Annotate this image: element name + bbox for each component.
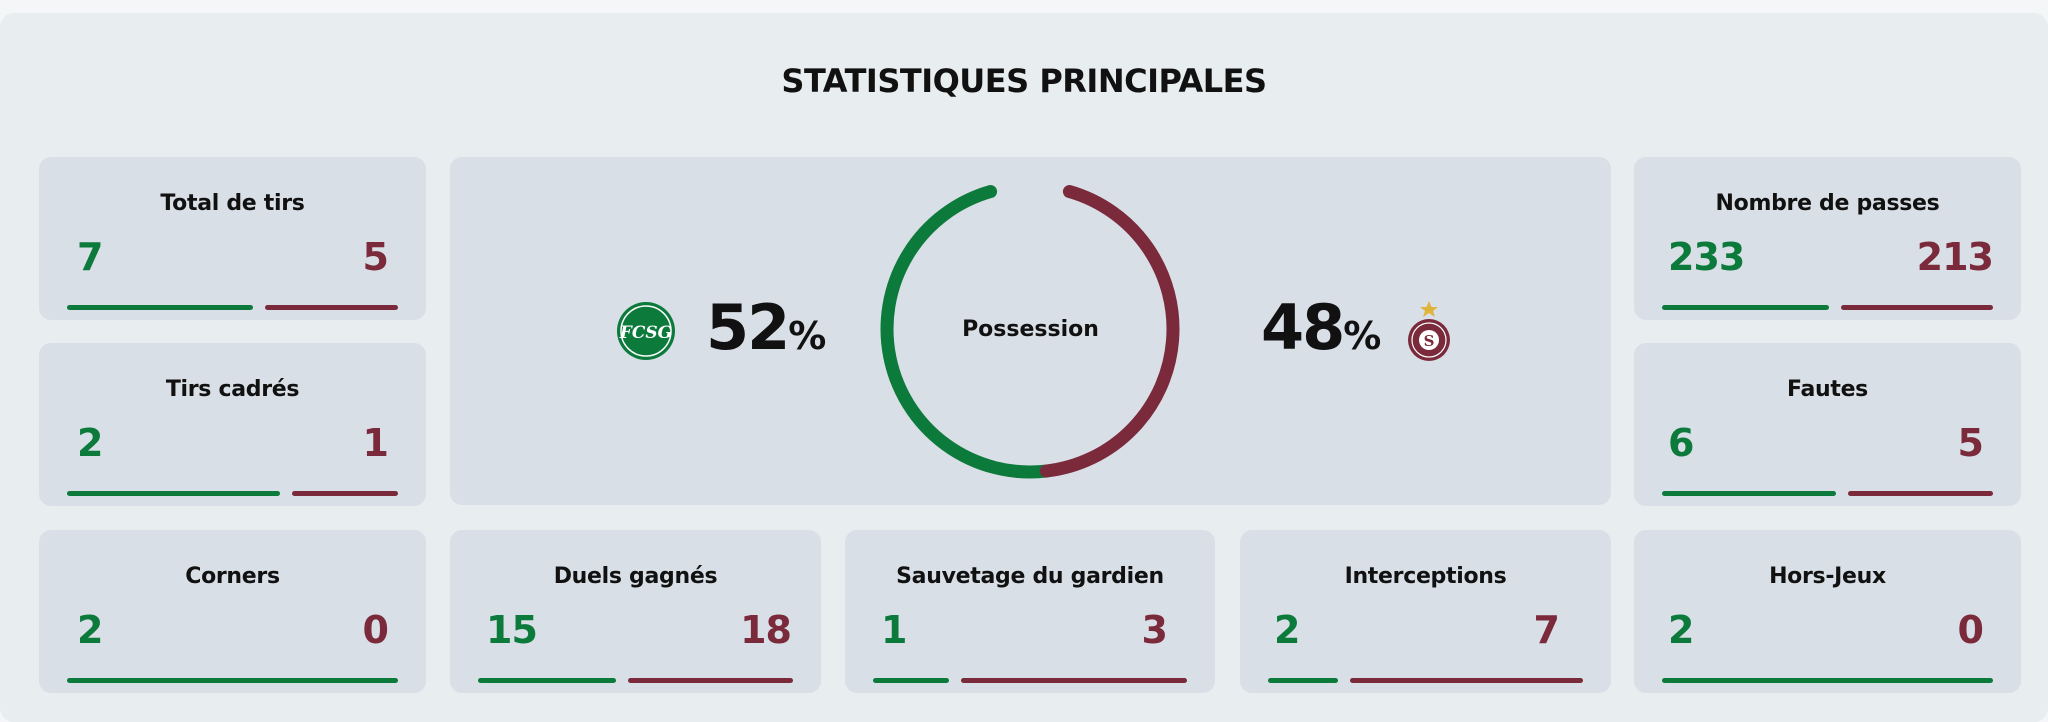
home-possession: 52% (706, 297, 826, 359)
away-bar (627, 678, 793, 683)
home-bar (1662, 491, 1836, 496)
away-value: 0 (1957, 608, 1984, 652)
stat-label: Sauvetage du gardien (896, 564, 1164, 589)
percent-sign: % (1343, 314, 1382, 358)
stat-label: Hors-Jeux (1769, 564, 1886, 589)
home-value: 1 (881, 608, 907, 652)
percent-sign: % (788, 314, 827, 358)
possession-card: FCSG 52% Possession 48% S (450, 157, 1611, 505)
home-value: 233 (1668, 235, 1745, 279)
stat-card-goalkeeper-saves: Sauvetage du gardien 1 3 (845, 530, 1215, 693)
away-value: 5 (362, 235, 389, 279)
away-value: 213 (1916, 235, 1994, 279)
away-possession-arc (1039, 185, 1180, 478)
away-logo-text: S (1424, 332, 1435, 350)
home-bar (1268, 678, 1338, 683)
home-possession-value: 52 (706, 291, 790, 364)
away-value: 1 (362, 421, 389, 465)
away-bar (1848, 491, 1993, 496)
possession-label: Possession (962, 317, 1099, 342)
home-possession-arc (880, 185, 1053, 479)
away-value: 7 (1533, 608, 1560, 652)
home-bar (1662, 305, 1829, 310)
away-bar (960, 678, 1187, 683)
away-possession-value: 48 (1261, 291, 1345, 364)
home-value: 2 (77, 608, 103, 652)
home-bar (1662, 678, 1993, 683)
away-possession: 48% (1261, 297, 1381, 359)
star-icon (1420, 301, 1438, 317)
section-title: STATISTIQUES PRINCIPALES (781, 62, 1267, 100)
stat-card-offsides: Hors-Jeux 2 0 (1634, 530, 2021, 693)
away-value: 0 (362, 608, 389, 652)
home-value: 2 (1668, 608, 1694, 652)
stat-label: Fautes (1787, 377, 1868, 402)
stat-label: Duels gagnés (553, 564, 718, 589)
away-bar (265, 305, 398, 310)
stat-card-passes: Nombre de passes 233 213 (1634, 157, 2021, 320)
away-value: 3 (1141, 608, 1168, 652)
home-value: 2 (77, 421, 103, 465)
home-value: 6 (1668, 421, 1694, 465)
stat-card-fouls: Fautes 6 5 (1634, 343, 2021, 506)
home-bar (67, 491, 280, 496)
stat-label: Tirs cadrés (165, 377, 300, 402)
stat-card-corners: Corners 2 0 (39, 530, 426, 693)
stat-label: Interceptions (1344, 564, 1507, 589)
home-bar (67, 305, 254, 310)
away-value: 18 (740, 608, 792, 652)
away-bar (291, 491, 398, 496)
st-gallen-crest-icon: FCSG (617, 302, 675, 360)
home-bar (873, 678, 949, 683)
stat-label: Nombre de passes (1715, 191, 1940, 216)
stat-card-interceptions: Interceptions 2 7 (1240, 530, 1611, 693)
stat-card-total-shots: Total de tirs 7 5 (39, 157, 426, 320)
home-bar (67, 678, 398, 683)
servette-crest-icon: S (1408, 301, 1450, 361)
home-logo-text: FCSG (619, 323, 672, 343)
home-value: 2 (1274, 608, 1300, 652)
stat-label: Corners (185, 564, 280, 589)
home-value: 15 (486, 608, 538, 652)
away-bar (1350, 678, 1583, 683)
stat-label: Total de tirs (160, 191, 305, 216)
home-value: 7 (77, 235, 103, 279)
possession-ring (880, 185, 1180, 479)
away-bar (1840, 305, 1993, 310)
home-bar (478, 678, 616, 683)
stat-card-duels-won: Duels gagnés 15 18 (450, 530, 821, 693)
away-value: 5 (1957, 421, 1984, 465)
stat-card-shots-on-target: Tirs cadrés 2 1 (39, 343, 426, 506)
